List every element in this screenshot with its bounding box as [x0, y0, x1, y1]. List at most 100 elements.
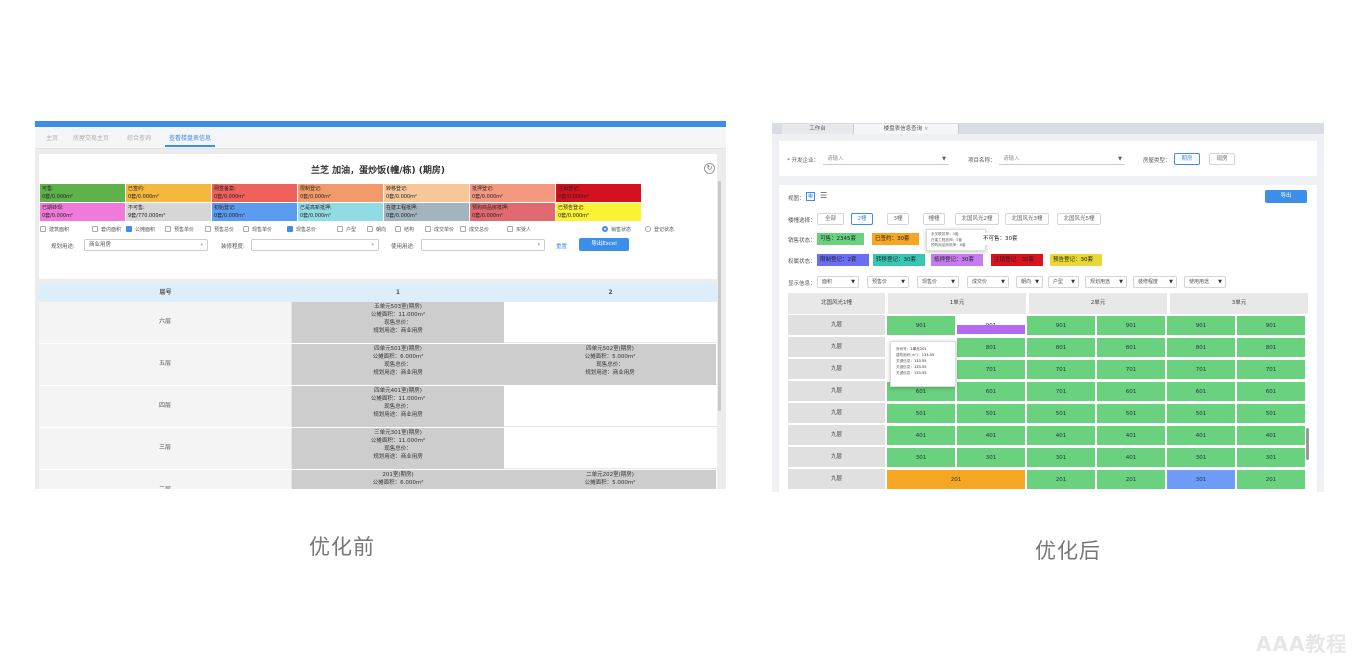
plan-select[interactable]: 商业用房 ▾	[84, 239, 208, 251]
sale-status-chip[interactable]: 可售：2345套	[817, 233, 864, 245]
rights-status-chip[interactable]: 注销登记：30套	[991, 254, 1043, 266]
unit-cell[interactable]: 301	[1166, 469, 1236, 490]
unit-cell[interactable]: 601	[1166, 381, 1236, 402]
building-option[interactable]: 3幢	[887, 213, 909, 225]
status-radio[interactable]: 销售状态	[602, 226, 631, 233]
checkbox-icon[interactable]	[337, 226, 343, 232]
option-checkbox[interactable]: 朝向	[367, 226, 386, 233]
unit-cell[interactable]: 901	[1026, 315, 1096, 336]
developer-input[interactable]: 请输入 ▼	[823, 153, 949, 165]
unit-cell[interactable]: 201	[1026, 469, 1096, 490]
display-dropdown[interactable]: 面积 ▼	[817, 276, 859, 288]
sale-status-chip[interactable]: 不可售：30套	[980, 233, 1032, 245]
tab-home[interactable]: 主页	[46, 135, 59, 142]
display-dropdown[interactable]: 朝向 ▼	[1016, 276, 1043, 288]
unit-cell[interactable]: 四单元501室(期房) 公摊面积：6.000m² 现售总价： 规划用途：商业用房	[292, 344, 504, 385]
unit-cell[interactable]: 301	[1026, 447, 1096, 468]
type-option-presale[interactable]: 期房	[1174, 153, 1200, 165]
tab-query[interactable]: 综合查询	[127, 135, 152, 142]
unit-cell[interactable]: 301	[1166, 447, 1236, 468]
unit-cell[interactable]: 201	[1236, 469, 1306, 490]
unit-cell[interactable]: 201	[1096, 469, 1166, 490]
unit-cell[interactable]: 801	[956, 337, 1026, 358]
scrollbar[interactable]	[718, 181, 721, 411]
unit-cell[interactable]: 五单元503室(期房) 公摊面积：11.000m² 现售总价： 规划用途：商业用房	[292, 302, 504, 343]
checkbox-icon[interactable]	[367, 226, 373, 232]
tab-building-query[interactable]: 楼盘表信息查询 ×	[854, 124, 959, 134]
checkbox-icon[interactable]	[287, 226, 293, 232]
option-checkbox[interactable]: 结构	[395, 226, 414, 233]
grid-view-icon[interactable]: ▦	[806, 192, 815, 201]
unit-cell[interactable]: 401	[1096, 425, 1166, 446]
option-checkbox[interactable]: 户型	[337, 226, 356, 233]
tab-building-info[interactable]: 查看楼盘表信息	[165, 133, 216, 147]
checkbox-icon[interactable]	[460, 226, 466, 232]
display-dropdown[interactable]: 装修程度 ▼	[1133, 276, 1177, 288]
type-option-existing[interactable]: 现房	[1209, 153, 1235, 165]
unit-cell[interactable]: 501	[1166, 403, 1236, 424]
display-dropdown[interactable]: 预售价 ▼	[867, 276, 909, 288]
rights-status-chip[interactable]: 转移登记：30套	[873, 254, 925, 266]
unit-cell[interactable]: 701	[1236, 359, 1306, 380]
sale-status-chip[interactable]: 已签约：30套	[872, 233, 919, 245]
checkbox-icon[interactable]	[92, 226, 98, 232]
scrollbar[interactable]	[1306, 428, 1309, 460]
list-view-icon[interactable]: ☰	[820, 191, 828, 200]
unit-cell[interactable]: 601	[1236, 381, 1306, 402]
export-button[interactable]: 导出	[1265, 190, 1307, 203]
unit-cell[interactable]: 201室(期房) 公摊面积：6.000m²	[292, 470, 504, 489]
checkbox-icon[interactable]	[507, 226, 513, 232]
tab-trade-home[interactable]: 房屋交易主页	[73, 135, 110, 142]
option-checkbox[interactable]: 建筑面积	[40, 226, 69, 233]
unit-cell[interactable]: 701	[1096, 359, 1166, 380]
radio-icon[interactable]	[602, 226, 608, 232]
unit-cell[interactable]: 201	[886, 469, 1026, 490]
option-checkbox[interactable]: 现售单价	[243, 226, 272, 233]
rights-status-chip[interactable]: 限制登记：2套	[817, 254, 869, 266]
unit-cell[interactable]: 901	[1236, 315, 1306, 336]
display-dropdown[interactable]: 户型 ▼	[1048, 276, 1079, 288]
unit-cell[interactable]: 401	[886, 425, 956, 446]
unit-cell[interactable]: 三单元301室(期房) 公摊面积：11.000m² 现售总价： 规划用途：商业用房	[292, 428, 504, 469]
display-dropdown[interactable]: 成交价 ▼	[967, 276, 1009, 288]
rights-status-chip[interactable]: 抵押登记：30套	[931, 254, 983, 266]
export-excel-button[interactable]: 导出Excel	[579, 238, 629, 251]
unit-cell[interactable]: 四单元502室(期房) 公摊面积：5.000m² 现售总价： 规划用途：商业用房	[504, 344, 716, 385]
building-option[interactable]: 北国风光3幢	[1005, 213, 1049, 225]
option-checkbox[interactable]: 公摊面积	[126, 226, 155, 233]
building-option[interactable]: 2幢	[851, 213, 873, 225]
option-checkbox[interactable]: 预售单价	[165, 226, 194, 233]
building-option[interactable]: 幢幢	[923, 213, 945, 225]
decor-select[interactable]: ▾	[251, 239, 379, 251]
option-checkbox[interactable]: 成交单价	[425, 226, 454, 233]
unit-cell[interactable]: 501	[1236, 403, 1306, 424]
unit-cell[interactable]: 701	[956, 359, 1026, 380]
display-dropdown[interactable]: 使用用途 ▼	[1184, 276, 1226, 288]
project-input[interactable]: 请输入 ▼	[999, 153, 1125, 165]
option-checkbox[interactable]: 现售总价	[287, 226, 316, 233]
building-option[interactable]: 北国风光5幢	[1057, 213, 1101, 225]
option-checkbox[interactable]: 买受人	[507, 226, 531, 233]
close-icon[interactable]: ×	[923, 126, 929, 132]
checkbox-icon[interactable]	[395, 226, 401, 232]
unit-cell[interactable]: 801	[1236, 337, 1306, 358]
unit-cell[interactable]: 401	[1166, 425, 1236, 446]
unit-cell[interactable]: 四单元401室(期房) 公摊面积：11.000m² 现售总价： 规划用途：商业用房	[292, 386, 504, 427]
unit-cell[interactable]: 301	[956, 447, 1026, 468]
use-select[interactable]: ▾	[421, 239, 545, 251]
unit-cell[interactable]: 401	[956, 425, 1026, 446]
building-option[interactable]: 北国风光2幢	[955, 213, 999, 225]
option-checkbox[interactable]: 成交总价	[460, 226, 489, 233]
unit-cell[interactable]: 401	[1096, 447, 1166, 468]
unit-cell[interactable]: 901	[886, 315, 956, 336]
checkbox-icon[interactable]	[205, 226, 211, 232]
radio-icon[interactable]	[645, 226, 651, 232]
rights-status-chip[interactable]: 预告登记：30套	[1050, 254, 1102, 266]
unit-cell[interactable]: 801	[1166, 337, 1236, 358]
unit-cell[interactable]: 801	[1026, 337, 1096, 358]
unit-cell[interactable]: 501	[1096, 403, 1166, 424]
unit-cell[interactable]: 601	[1096, 381, 1166, 402]
unit-cell[interactable]: 401	[1026, 425, 1096, 446]
unit-cell[interactable]: 701	[1026, 381, 1096, 402]
refresh-icon[interactable]: ↻	[704, 163, 715, 174]
